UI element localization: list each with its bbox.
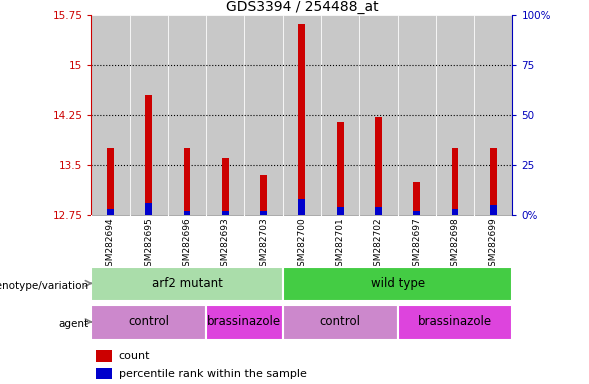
- Bar: [107, 209, 114, 215]
- Bar: [91, 305, 206, 340]
- Text: brassinazole: brassinazole: [207, 315, 282, 328]
- Bar: [398, 305, 512, 340]
- Bar: [91, 267, 283, 301]
- Bar: [299, 24, 305, 215]
- Text: GSM282703: GSM282703: [259, 217, 268, 272]
- Text: GSM282702: GSM282702: [374, 217, 383, 272]
- Text: GSM282700: GSM282700: [297, 217, 306, 272]
- Text: GSM282693: GSM282693: [221, 217, 230, 272]
- Bar: [206, 305, 283, 340]
- Bar: [359, 15, 398, 215]
- Text: count: count: [118, 351, 150, 361]
- Bar: [474, 15, 512, 215]
- Bar: [283, 15, 321, 215]
- Bar: [299, 199, 305, 215]
- Bar: [413, 182, 420, 215]
- Bar: [206, 15, 244, 215]
- Text: GSM282698: GSM282698: [451, 217, 459, 272]
- Bar: [91, 15, 130, 215]
- Text: GSM282701: GSM282701: [336, 217, 345, 272]
- Bar: [145, 95, 152, 215]
- Text: control: control: [320, 315, 360, 328]
- Bar: [283, 267, 512, 301]
- Bar: [375, 207, 382, 215]
- Text: GSM282696: GSM282696: [183, 217, 191, 272]
- Bar: [260, 211, 267, 215]
- Bar: [107, 149, 114, 215]
- Bar: [260, 175, 267, 215]
- Text: GSM282699: GSM282699: [489, 217, 498, 272]
- Bar: [436, 15, 474, 215]
- Bar: [321, 15, 359, 215]
- Bar: [130, 15, 168, 215]
- Text: arf2 mutant: arf2 mutant: [151, 277, 223, 290]
- Bar: [283, 305, 398, 340]
- Bar: [184, 149, 190, 215]
- Bar: [337, 207, 343, 215]
- Text: control: control: [128, 315, 169, 328]
- Text: genotype/variation: genotype/variation: [0, 281, 88, 291]
- Bar: [145, 203, 152, 215]
- Bar: [337, 122, 343, 215]
- Text: brassinazole: brassinazole: [418, 315, 492, 328]
- Bar: [452, 209, 458, 215]
- Bar: [398, 15, 436, 215]
- Bar: [490, 149, 497, 215]
- Bar: [222, 211, 229, 215]
- Bar: [244, 15, 283, 215]
- Text: GSM282694: GSM282694: [106, 217, 115, 272]
- Bar: [184, 211, 190, 215]
- Bar: [95, 350, 112, 362]
- Bar: [452, 149, 458, 215]
- Text: GSM282695: GSM282695: [144, 217, 153, 272]
- Text: GSM282697: GSM282697: [412, 217, 421, 272]
- Bar: [375, 117, 382, 215]
- Bar: [95, 368, 112, 379]
- Bar: [413, 211, 420, 215]
- Text: agent: agent: [58, 319, 88, 329]
- Bar: [490, 205, 497, 215]
- Text: percentile rank within the sample: percentile rank within the sample: [118, 369, 306, 379]
- Bar: [222, 159, 229, 215]
- Bar: [168, 15, 206, 215]
- Text: wild type: wild type: [370, 277, 425, 290]
- Title: GDS3394 / 254488_at: GDS3394 / 254488_at: [226, 0, 378, 14]
